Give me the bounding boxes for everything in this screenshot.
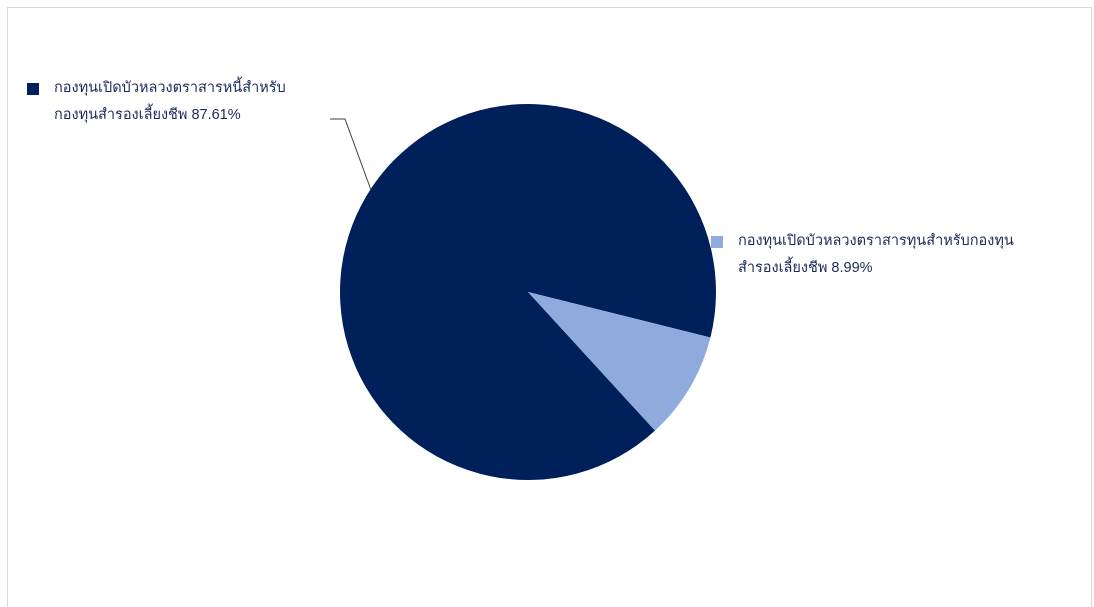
pie-slice-debt-fund bbox=[340, 103, 717, 480]
slice-label-equity-fund-line2: สำรองเลี้ยงชีพ 8.99% bbox=[738, 260, 873, 276]
slice-label-debt-fund-line2: กองทุนสำรองเลี้ยงชีพ 87.61% bbox=[54, 107, 241, 123]
slice-label-debt-fund-line1: กองทุนเปิดบัวหลวงตราสารหนี้สำหรับ bbox=[54, 80, 286, 96]
chart-frame bbox=[7, 7, 1092, 607]
slice-label-debt-fund-swatch bbox=[27, 83, 39, 95]
slice-label-debt-fund: กองทุนเปิดบัวหลวงตราสารหนี้สำหรับ กองทุน… bbox=[27, 75, 286, 129]
pie-slice-equity-fund bbox=[528, 292, 711, 431]
slice-label-equity-fund-swatch bbox=[711, 236, 723, 248]
leader-line-debt-fund bbox=[330, 118, 372, 191]
slice-label-equity-fund: กองทุนเปิดบัวหลวงตราสารทุนสำหรับกองทุน ส… bbox=[711, 228, 1014, 282]
slice-label-equity-fund-line1: กองทุนเปิดบัวหลวงตราสารทุนสำหรับกองทุน bbox=[738, 233, 1014, 249]
